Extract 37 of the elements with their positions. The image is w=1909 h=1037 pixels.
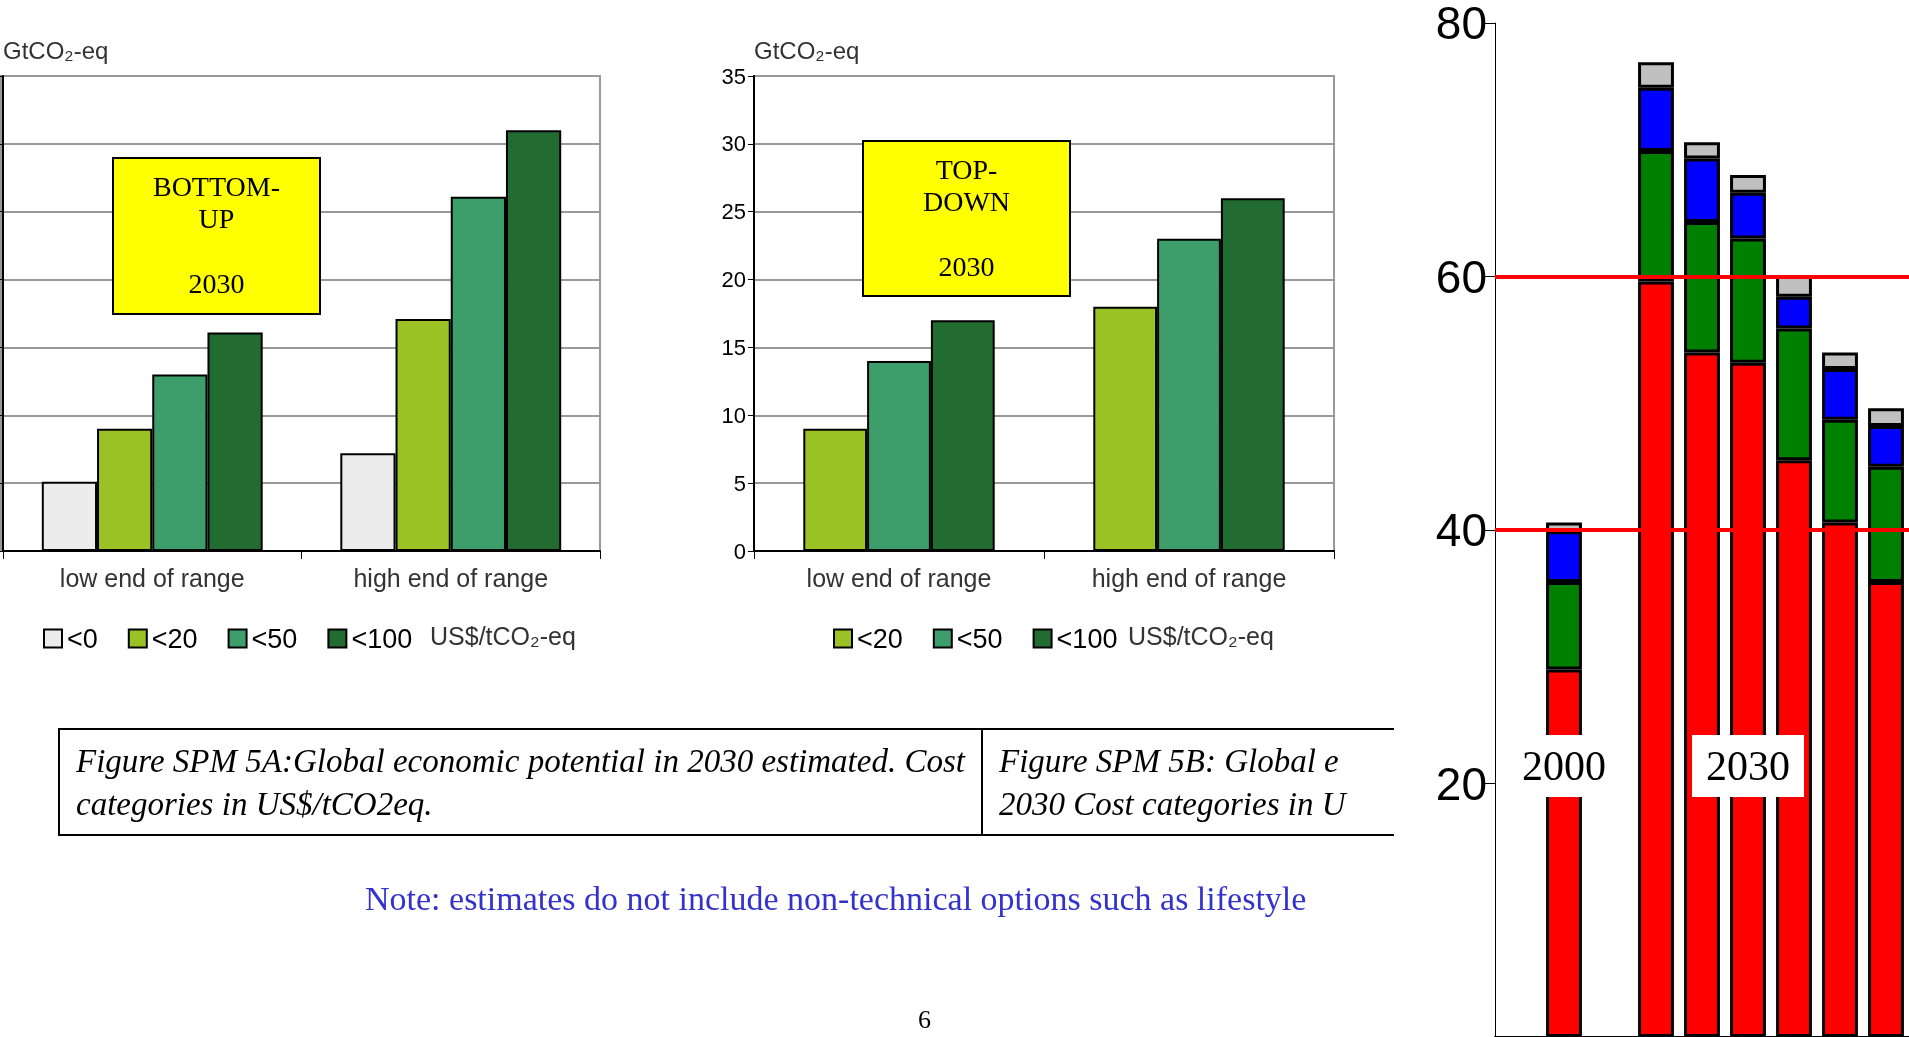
legend-label: <50	[251, 623, 298, 654]
x-tick-label: low end of range	[59, 563, 245, 592]
annotation: BOTTOM- UP 2030	[152, 171, 281, 299]
text: Figure SPM 5B: Global e 2030 Cost categories in U	[981, 728, 1394, 836]
legend-title: US$/tCO₂-eq	[430, 621, 576, 650]
text: 6	[918, 1005, 931, 1035]
note-box: BOTTOM- UP 2030	[112, 157, 321, 315]
y-tick-label: 10	[721, 402, 746, 428]
y-axis-title: GtCO₂-eq	[754, 36, 860, 64]
y-tick-label: 30	[721, 131, 746, 157]
x-tick-label: low end of range	[806, 563, 992, 592]
legend-title: US$/tCO₂-eq	[1128, 621, 1274, 650]
x-tick-label: high end of range	[353, 563, 549, 592]
y-tick-label: 5	[733, 470, 746, 496]
y-axis-title: GtCO₂-eq	[3, 36, 109, 64]
legend-label: <20	[151, 623, 198, 654]
note-box: TOP- DOWN 2030	[862, 140, 1071, 297]
x-tick-label: 2000	[1522, 743, 1606, 789]
text: Figure SPM 5A:Global economic potential in 2030 estimated. Cost categories in US$/tCO2eq.	[58, 728, 983, 836]
text: Note: estimates do not include non-technical options such as lifestyle	[365, 880, 1307, 918]
legend-label: <100	[351, 623, 413, 654]
legend-label: <50	[956, 623, 1003, 654]
y-tick-label: 40	[1435, 504, 1487, 556]
annotation: TOP- DOWN 2030	[922, 154, 1011, 282]
y-tick-label: 25	[721, 199, 746, 225]
y-tick-label: 35	[721, 63, 746, 89]
x-tick-label: 2030	[1706, 743, 1790, 789]
y-tick-label: 80	[1435, 0, 1487, 49]
y-tick-label: 15	[721, 334, 746, 360]
legend-label: <100	[1056, 623, 1118, 654]
y-tick-label: 20	[721, 267, 746, 293]
y-tick-label: 60	[1435, 250, 1487, 303]
x-tick-label: high end of range	[1091, 563, 1287, 592]
legend-label: <0	[67, 623, 98, 654]
y-tick-label: 0	[733, 538, 746, 564]
y-tick-label: 20	[1435, 757, 1487, 810]
legend-label: <20	[857, 623, 903, 654]
